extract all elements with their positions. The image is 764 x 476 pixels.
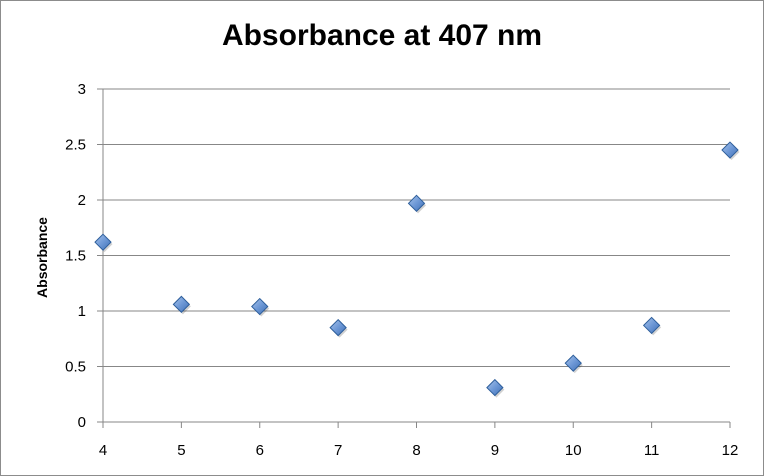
data-point (329, 318, 347, 337)
y-tick-label: 2.5 (65, 137, 86, 154)
y-axis-label: Absorbance (34, 217, 50, 298)
x-tick-label: 12 (722, 442, 739, 459)
data-points (94, 141, 740, 398)
axes (97, 88, 731, 428)
tick-labels: 0 0.5 1 1.5 2 2.5 3 4 5 6 7 8 9 10 11 12 (65, 81, 738, 459)
data-point (172, 295, 191, 314)
y-tick-label: 0.5 (65, 359, 86, 376)
x-tick-label: 11 (644, 442, 660, 459)
x-tick-label: 7 (334, 442, 342, 459)
data-point (251, 297, 269, 316)
data-point (721, 141, 739, 159)
data-point (564, 354, 582, 372)
x-tick-label: 9 (491, 442, 499, 459)
gridlines (103, 88, 730, 367)
y-tick-label: 1.5 (65, 248, 86, 265)
y-tick-label: 0 (78, 414, 86, 431)
x-tick-label: 10 (565, 442, 582, 459)
x-tick-label: 8 (412, 442, 420, 459)
chart-title: Absorbance at 407 nm (221, 19, 543, 52)
x-tick-label: 4 (99, 442, 107, 459)
y-tick-label: 3 (78, 81, 86, 98)
y-tick-label: 1 (78, 303, 86, 320)
data-point (486, 378, 504, 397)
data-point (94, 233, 112, 251)
y-tick-label: 2 (78, 192, 86, 209)
data-point (642, 316, 661, 335)
x-tick-label: 6 (256, 442, 264, 459)
data-point (407, 194, 426, 213)
x-tick-label: 5 (177, 442, 185, 459)
